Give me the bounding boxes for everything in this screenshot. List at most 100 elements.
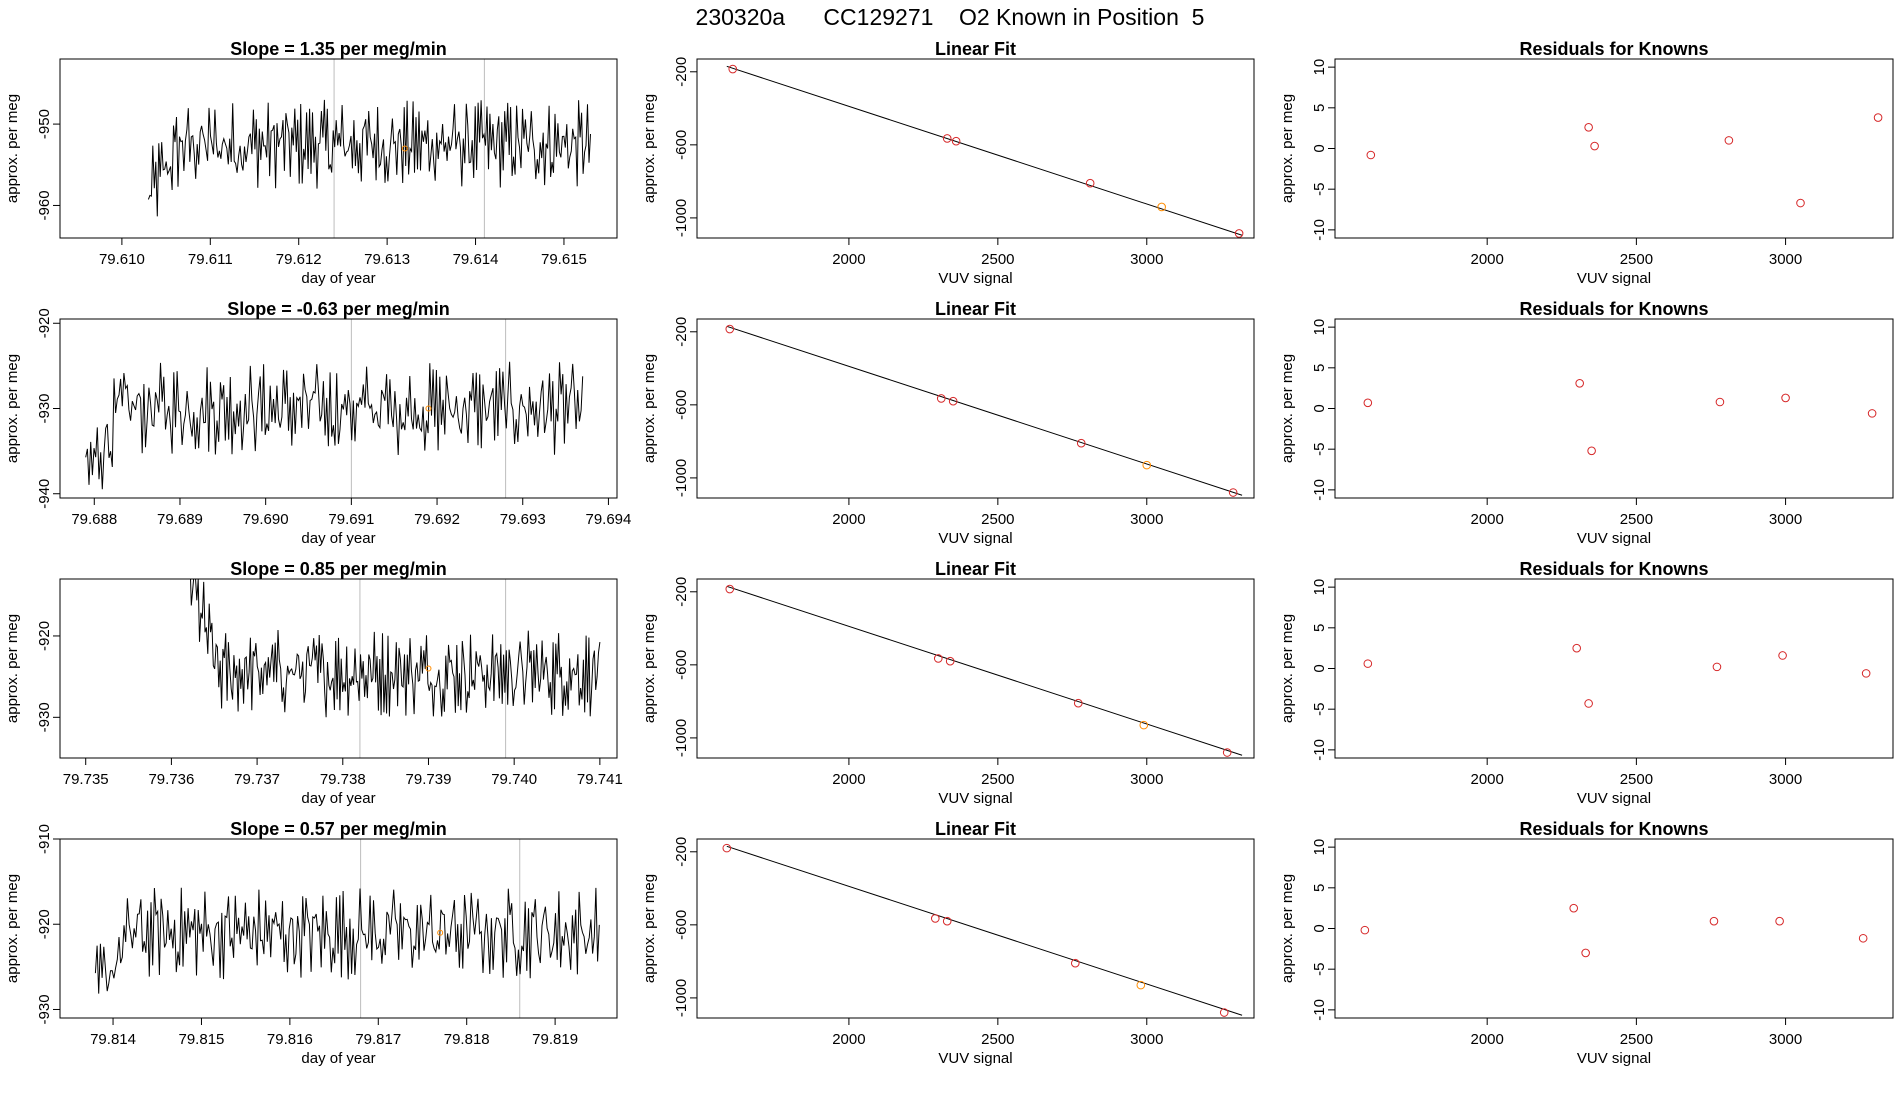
fit-2-frame — [696, 318, 1255, 499]
res-1-xlabel: VUV signal — [1577, 270, 1651, 287]
fit-point — [725, 584, 735, 594]
res-2-frame — [1334, 318, 1894, 499]
sample-marker — [425, 405, 432, 412]
res-1-frame — [1334, 58, 1894, 239]
residual-point — [1724, 136, 1734, 145]
fit-3-xtick-label: 2000 — [832, 771, 865, 788]
ts-4-xtick-label: 79.814 — [90, 1031, 136, 1048]
fit-4-ytick-label: -200 — [673, 837, 690, 867]
figure-title: 230320a CC129271 O2 Known in Position 5 — [696, 4, 1205, 30]
fit-3-plot-area — [725, 584, 1243, 757]
ts-1-title: Slope = 1.35 per meg/min — [230, 39, 447, 59]
data-trace — [94, 887, 600, 994]
res-2-ytick-label: 5 — [1311, 364, 1328, 372]
res-2-ytick-label: 10 — [1311, 319, 1328, 336]
res-4-xtick-label: 3000 — [1769, 1031, 1802, 1048]
fit-2-xtick-label: 2000 — [832, 511, 865, 528]
fit-2-ytick-label: -1000 — [673, 459, 690, 497]
res-2-ytick-label: 0 — [1311, 404, 1328, 412]
ts-1-panel: Slope = 1.35 per meg/min 79.610 79.611 79.6… — [4, 39, 618, 287]
fit-4-xtick-label: 3000 — [1130, 1031, 1163, 1048]
res-4-ytick-label: -5 — [1311, 963, 1328, 976]
ts-4-title: Slope = 0.57 per meg/min — [230, 819, 447, 839]
ts-3-ytick-label: -930 — [36, 702, 53, 732]
fit-1-xlabel: VUV signal — [938, 270, 1012, 287]
fit-2-ylabel: approx. per meg — [641, 354, 658, 463]
residual-point — [1861, 669, 1871, 678]
fit-line — [726, 585, 1243, 756]
ts-3-frame — [59, 578, 618, 759]
residual-point — [1584, 699, 1593, 708]
ts-2-xtick-label: 79.694 — [585, 511, 631, 528]
fit-1-title: Linear Fit — [935, 39, 1016, 59]
fit-1-xtick-label: 2500 — [981, 251, 1014, 268]
fit-point — [1142, 460, 1152, 470]
res-2-ylabel: approx. per meg — [1279, 354, 1296, 463]
residual-point — [1363, 659, 1373, 668]
ts-2-ylabel: approx. per meg — [4, 354, 21, 463]
res-3-ytick-label: -5 — [1311, 703, 1328, 716]
ts-2-xtick-label: 79.688 — [71, 511, 117, 528]
sample-marker — [425, 665, 432, 672]
residual-point — [1796, 198, 1805, 208]
res-3-ytick-label: 0 — [1311, 664, 1328, 672]
fit-1-ylabel: approx. per meg — [641, 94, 658, 203]
fit-4-title: Linear Fit — [935, 819, 1016, 839]
res-1-ytick-label: 0 — [1311, 144, 1328, 152]
residual-point — [1360, 925, 1370, 935]
residual-point — [1781, 393, 1790, 403]
ts-1-frame — [59, 58, 618, 239]
res-2-xtick-label: 3000 — [1769, 511, 1802, 528]
res-2-xlabel: VUV signal — [1577, 530, 1651, 547]
ts-1-xtick-label: 79.614 — [453, 251, 499, 268]
ts-3-xtick-label: 79.738 — [320, 771, 366, 788]
res-4-panel: Residuals for Knowns 2000 2500 3000 VUV sign… — [1279, 819, 1894, 1067]
fit-3-ytick-label: -200 — [673, 577, 690, 607]
ts-3-xlabel: day of year — [301, 790, 375, 807]
res-3-xtick-label: 2500 — [1620, 771, 1653, 788]
fit-4-xtick-label: 2500 — [981, 1031, 1014, 1048]
residual-point — [1715, 397, 1725, 407]
sample-marker — [437, 929, 444, 936]
ts-3-xtick-label: 79.741 — [577, 771, 623, 788]
res-3-ytick-label: -10 — [1311, 739, 1328, 761]
residual-point — [1581, 948, 1590, 958]
res-2-ytick-label: -10 — [1311, 479, 1328, 501]
fit-3-title: Linear Fit — [935, 559, 1016, 579]
ts-4-xtick-label: 79.816 — [267, 1031, 313, 1048]
res-3-ytick-label: 10 — [1311, 579, 1328, 596]
residual-point — [1867, 409, 1877, 418]
ts-1-ylabel: approx. per meg — [4, 94, 21, 203]
res-4-plot-area — [1360, 903, 1868, 958]
fit-4-ylabel: approx. per meg — [641, 874, 658, 983]
ts-3-ytick-label: -920 — [36, 621, 53, 651]
ts-2-ytick-label: -920 — [36, 308, 53, 338]
res-4-ytick-label: 5 — [1311, 884, 1328, 892]
fit-point — [1070, 958, 1080, 968]
fit-2-xtick-label: 3000 — [1130, 511, 1163, 528]
fit-point — [1222, 748, 1232, 757]
panels-grid: Slope = 1.35 per meg/min 79.610 79.611 79.6… — [4, 39, 1894, 1067]
ts-4-xtick-label: 79.815 — [179, 1031, 225, 1048]
res-4-ytick-label: 10 — [1311, 839, 1328, 856]
res-3-frame — [1334, 578, 1894, 759]
res-3-plot-area — [1363, 643, 1871, 708]
fit-point — [722, 843, 732, 853]
fit-2-title: Linear Fit — [935, 299, 1016, 319]
data-trace — [85, 361, 584, 490]
residual-point — [1572, 643, 1582, 653]
res-1-plot-area — [1366, 113, 1883, 208]
fit-line — [726, 325, 1243, 496]
fit-3-ytick-label: -1000 — [673, 719, 690, 757]
residual-point — [1858, 933, 1868, 943]
fit-point — [728, 64, 738, 74]
ts-1-ytick-label: -960 — [36, 190, 53, 220]
residual-point — [1366, 150, 1376, 160]
fit-4-ytick-label: -1000 — [673, 979, 690, 1017]
fit-point — [1139, 720, 1149, 730]
fit-point — [948, 396, 958, 406]
ts-3-ylabel: approx. per meg — [4, 614, 21, 723]
res-4-title: Residuals for Knowns — [1519, 819, 1708, 839]
ts-4-xtick-label: 79.817 — [355, 1031, 401, 1048]
